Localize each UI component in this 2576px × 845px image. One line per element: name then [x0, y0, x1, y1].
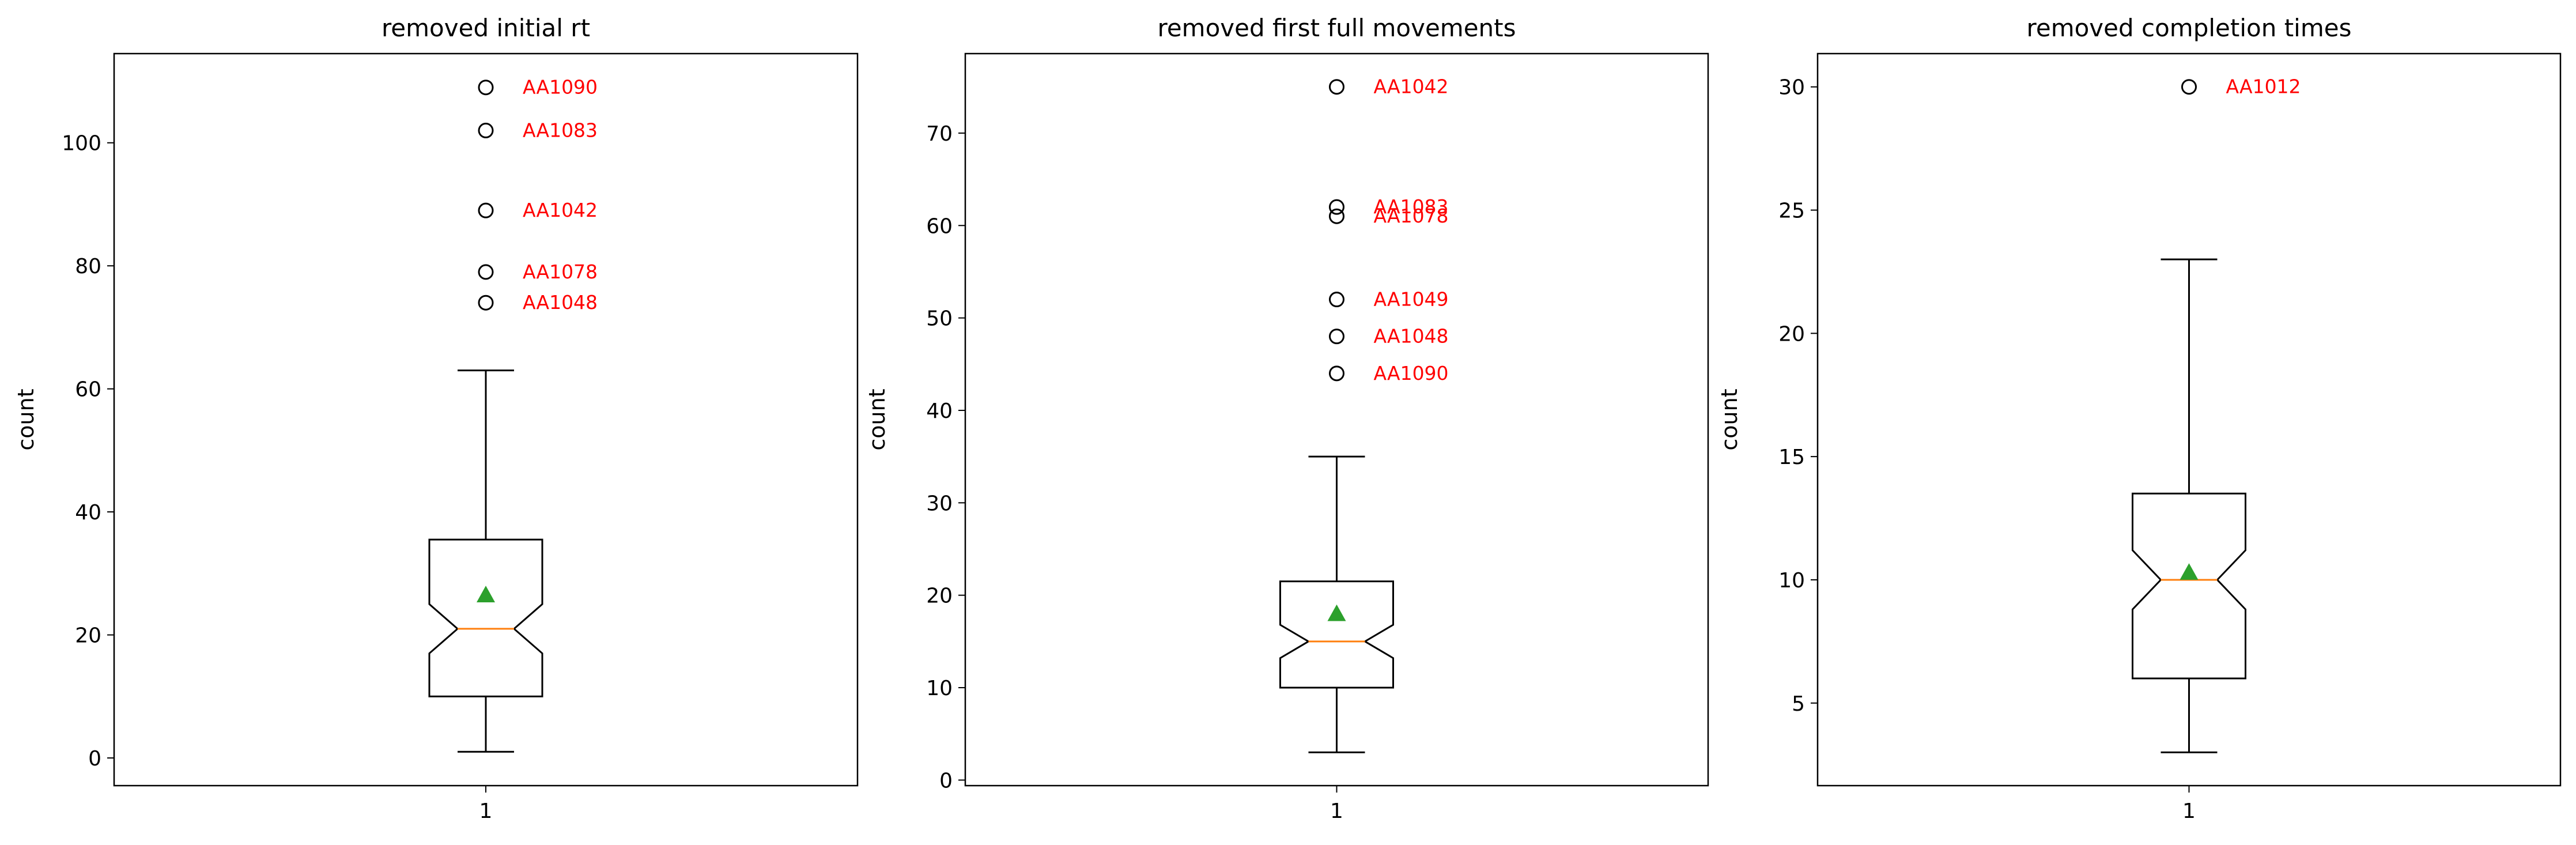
x-tick-label: 1 [2182, 799, 2196, 823]
outlier-label: AA1083 [523, 119, 598, 141]
plot-frame [964, 52, 1709, 787]
y-tick-label: 80 [75, 255, 101, 278]
y-tick-label: 70 [926, 122, 953, 146]
outlier-label: AA1078 [523, 261, 598, 283]
outlier-label: AA1083 [1374, 195, 1449, 218]
y-tick-label: 5 [1792, 692, 1805, 716]
panel-removed-initial-rt: removed initial rt count 0 20 40 60 80 100 1 AA10… [13, 14, 859, 823]
y-tick-label: 40 [75, 501, 101, 525]
y-tick-label: 25 [1778, 199, 1805, 223]
y-tick-label: 15 [1778, 446, 1805, 469]
outlier-label: AA1090 [1374, 362, 1449, 384]
y-axis-label: count [864, 388, 890, 450]
chart-title: removed initial rt [382, 14, 590, 42]
mean-marker [2180, 563, 2199, 580]
y-tick-label: 20 [926, 584, 953, 608]
outlier-label: AA1042 [523, 199, 598, 221]
outlier-point [1329, 292, 1344, 308]
notched-box [428, 538, 543, 697]
outlier-point [478, 202, 494, 218]
y-tick-label: 0 [939, 769, 953, 793]
y-tick-label: 100 [62, 132, 101, 156]
outlier-point [1329, 208, 1344, 224]
y-axis-label: count [1717, 388, 1742, 450]
x-tick-label: 1 [479, 799, 493, 823]
notched-box [1279, 580, 1394, 689]
y-tick-label: 20 [1778, 322, 1805, 346]
outlier-point [478, 264, 494, 280]
outlier-point [1329, 329, 1344, 345]
chart-title: removed completion times [2027, 14, 2352, 42]
outlier-label: AA1042 [1374, 76, 1449, 98]
outlier-label: AA1048 [1374, 325, 1449, 348]
plot-frame [1816, 52, 2562, 787]
outlier-point [1329, 365, 1344, 382]
y-tick-label: 10 [1778, 569, 1805, 593]
outlier-point [1329, 79, 1344, 95]
outlier-point [478, 295, 494, 311]
chart-title: removed first full movements [1157, 14, 1516, 42]
y-tick-label: 50 [926, 307, 953, 331]
outlier-point [478, 80, 494, 96]
panel-removed-first-full-movements: removed first full movements count 0 10 20 30… [864, 14, 1709, 823]
outlier-label: AA1012 [2226, 76, 2301, 98]
outlier-point [1329, 199, 1344, 215]
outlier-point [2181, 79, 2197, 95]
y-tick-label: 60 [926, 214, 953, 238]
y-axis-label: count [13, 388, 39, 450]
y-tick-label: 30 [926, 492, 953, 515]
outlier-point [478, 122, 494, 138]
notched-box [2132, 492, 2246, 680]
x-tick-label: 1 [1330, 799, 1343, 823]
y-tick-label: 60 [75, 378, 101, 402]
outlier-label: AA1048 [523, 291, 598, 314]
y-tick-label: 30 [1778, 76, 1805, 100]
outlier-label: AA1049 [1374, 288, 1449, 311]
outlier-label: AA1078 [1374, 205, 1449, 227]
y-tick-label: 0 [88, 747, 101, 771]
mean-marker [477, 586, 495, 602]
panel-removed-completion-times: removed completion times count 5 10 15 20 25 30… [1717, 14, 2562, 823]
mean-marker [1327, 604, 1346, 621]
outlier-label: AA1090 [523, 76, 598, 99]
y-tick-label: 40 [926, 399, 953, 423]
y-tick-label: 10 [926, 677, 953, 700]
y-tick-label: 20 [75, 624, 101, 648]
plot-frame [113, 52, 859, 787]
